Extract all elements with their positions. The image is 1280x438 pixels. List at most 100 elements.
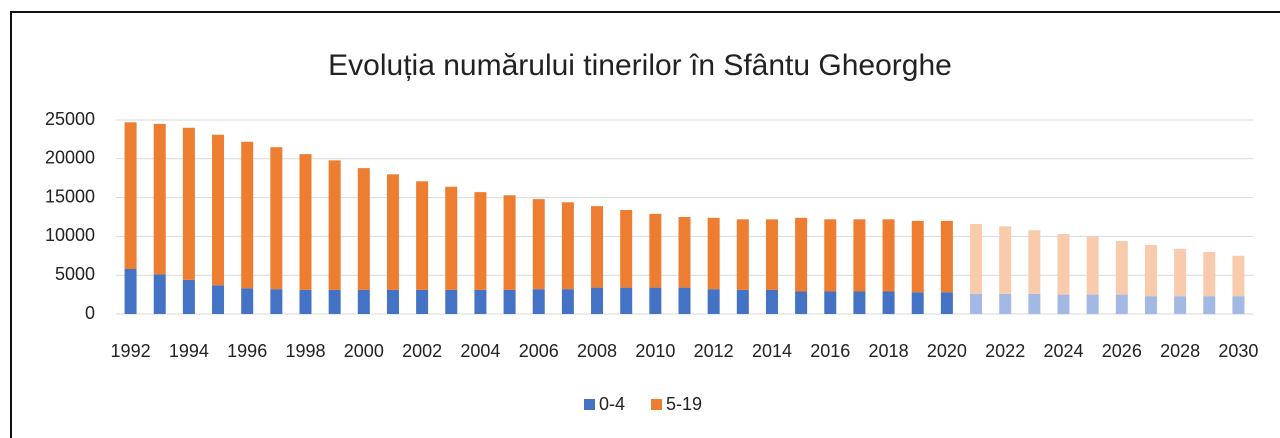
x-tick-label: 2022 xyxy=(985,341,1025,361)
bar-segment xyxy=(270,289,283,314)
x-tick-label: 2004 xyxy=(460,341,500,361)
bar-segment xyxy=(1115,294,1128,314)
x-tick-label: 2030 xyxy=(1218,341,1258,361)
bar-segment xyxy=(1174,248,1187,297)
bar-segment xyxy=(911,292,924,314)
bar-segment xyxy=(299,289,312,314)
x-tick-label: 1998 xyxy=(285,341,325,361)
bar-segment xyxy=(416,181,429,290)
bar-segment xyxy=(649,213,662,288)
bar-segment xyxy=(824,291,837,314)
bar-segment xyxy=(445,289,458,314)
bar-segment xyxy=(386,174,399,290)
x-tick-label: 2014 xyxy=(752,341,792,361)
bar-segment xyxy=(999,226,1012,294)
bar-segment xyxy=(124,122,137,269)
x-tick-label: 2008 xyxy=(577,341,617,361)
x-tick-label: 2000 xyxy=(344,341,384,361)
y-tick-label: 20000 xyxy=(45,148,95,168)
bar-segment xyxy=(153,274,166,314)
bar-segment xyxy=(1057,234,1070,295)
bar-segment xyxy=(212,134,225,286)
bar-segment xyxy=(1144,244,1157,297)
x-tick-label: 2028 xyxy=(1160,341,1200,361)
x-tick-label: 2010 xyxy=(635,341,675,361)
bar-segment xyxy=(357,168,370,290)
bar-segment xyxy=(824,219,837,292)
bar-segment xyxy=(853,291,866,314)
bar-segment xyxy=(270,147,283,290)
bar-segment xyxy=(736,289,749,314)
y-tick-label: 5000 xyxy=(55,264,95,284)
bar-segment xyxy=(561,202,574,290)
chart-title: Evoluția numărului tinerilor în Sfântu G… xyxy=(328,49,952,82)
bar-segment xyxy=(1232,255,1245,297)
legend-swatch xyxy=(584,399,595,410)
bar-segment xyxy=(882,219,895,292)
x-tick-label: 2016 xyxy=(810,341,850,361)
x-tick-label: 2002 xyxy=(402,341,442,361)
bar-segment xyxy=(328,160,341,290)
x-tick-label: 2012 xyxy=(694,341,734,361)
bar-segment xyxy=(620,287,633,314)
bar-segment xyxy=(532,199,545,290)
bar-segment xyxy=(1028,293,1041,314)
y-tick-label: 0 xyxy=(85,303,95,323)
bar-segment xyxy=(212,285,225,314)
bar-segment xyxy=(1144,296,1157,314)
bar-segment xyxy=(707,289,720,314)
x-tick-label: 2006 xyxy=(519,341,559,361)
bar-segment xyxy=(532,289,545,314)
bar-segment xyxy=(1057,294,1070,314)
bar-segment xyxy=(416,289,429,314)
bar-segment xyxy=(153,123,166,275)
bar-segment xyxy=(649,287,662,314)
bar-segment xyxy=(1028,230,1041,294)
bar-segment xyxy=(445,186,458,290)
bar-segment xyxy=(182,127,195,280)
x-tick-label: 1996 xyxy=(227,341,267,361)
legend-label: 5-19 xyxy=(666,394,702,414)
bar-segment xyxy=(474,289,487,314)
bar-segment xyxy=(882,291,895,314)
bar-segment xyxy=(707,217,720,290)
bar-segment xyxy=(911,220,924,293)
legend-swatch xyxy=(651,399,663,410)
x-tick-label: 2024 xyxy=(1043,341,1083,361)
x-tick-label: 1994 xyxy=(169,341,209,361)
y-tick-label: 10000 xyxy=(45,225,95,245)
bar-segment xyxy=(1203,251,1216,297)
x-tick-label: 2020 xyxy=(927,341,967,361)
bar-segment xyxy=(678,217,691,288)
bar-segment xyxy=(940,292,953,314)
y-tick-label: 15000 xyxy=(45,186,95,206)
bar-segment xyxy=(940,220,953,293)
bar-segment xyxy=(765,289,778,314)
bar-segment xyxy=(1086,236,1099,295)
bar-segment xyxy=(736,219,749,290)
bar-segment xyxy=(591,206,604,288)
bar-segment xyxy=(1232,296,1245,314)
bar-segment xyxy=(241,288,254,314)
bar-segment xyxy=(561,289,574,314)
bar-segment xyxy=(1115,241,1128,295)
bar-segment xyxy=(795,217,808,292)
bar-segment xyxy=(299,154,312,290)
bar-segment xyxy=(620,210,633,288)
bar-segment xyxy=(357,289,370,314)
bar-segment xyxy=(1174,296,1187,314)
bar-segment xyxy=(853,219,866,292)
bar-segment xyxy=(1086,294,1099,314)
bar-segment xyxy=(970,223,983,294)
bar-segment xyxy=(503,195,516,290)
bar-segment xyxy=(591,287,604,314)
x-tick-label: 1992 xyxy=(111,341,151,361)
y-tick-label: 25000 xyxy=(45,109,95,129)
bar-segment xyxy=(678,287,691,314)
bar-segment xyxy=(970,293,983,314)
bar-segment xyxy=(795,291,808,314)
bar-segment xyxy=(241,141,254,289)
bar-segment xyxy=(328,289,341,314)
bar-segment xyxy=(1203,296,1216,314)
bar-segment xyxy=(124,268,137,314)
